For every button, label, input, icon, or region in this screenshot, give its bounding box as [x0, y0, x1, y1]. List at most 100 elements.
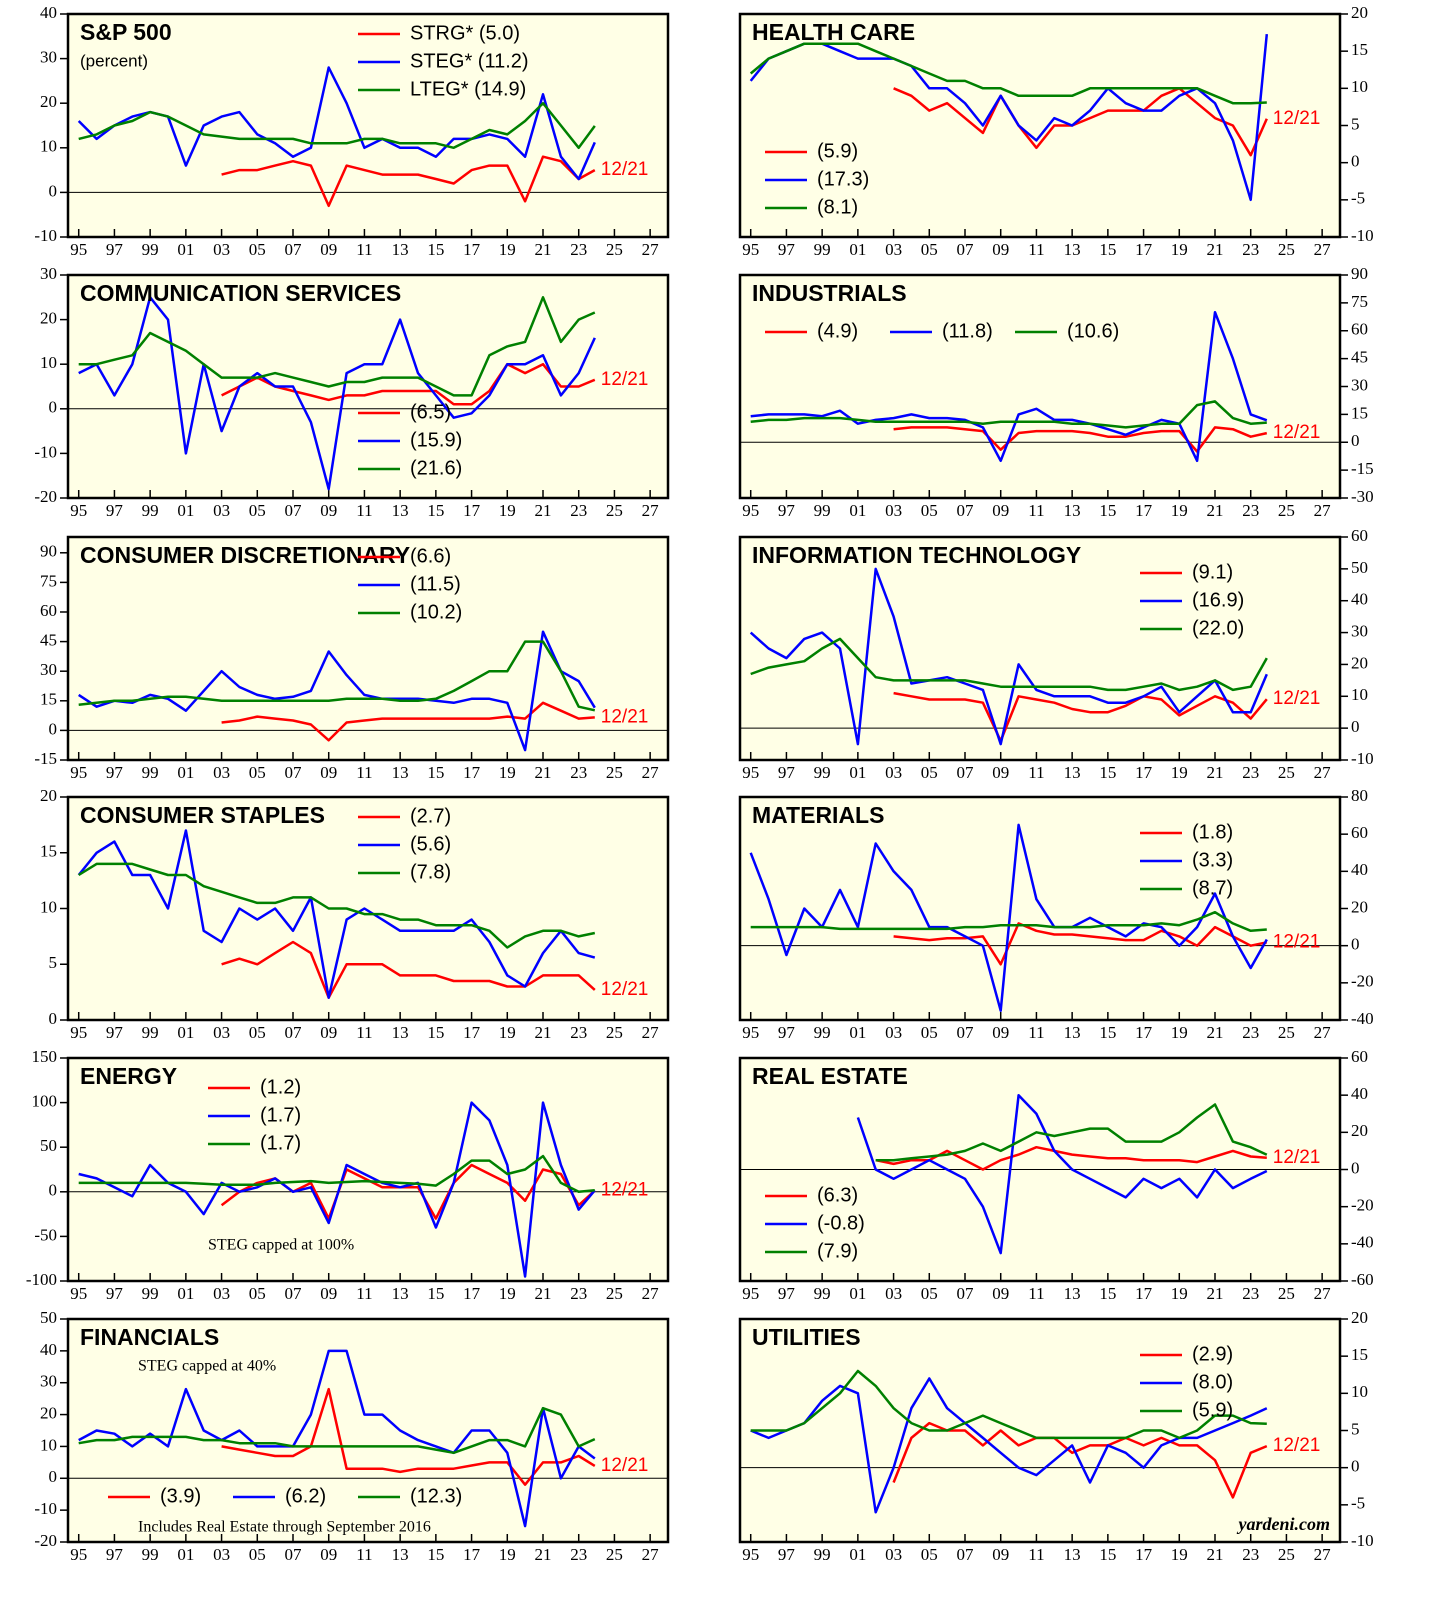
y-tick-label: -20 [1351, 972, 1374, 991]
x-tick-label: 27 [1314, 240, 1332, 259]
chart-title: MATERIALS [752, 802, 884, 828]
chart-title: COMMUNICATION SERVICES [80, 280, 401, 306]
x-tick-label: 23 [570, 763, 587, 782]
x-tick-label: 23 [1242, 1023, 1259, 1042]
x-tick-label: 99 [814, 1545, 831, 1564]
x-tick-label: 11 [356, 1023, 372, 1042]
legend-label: (17.3) [817, 168, 869, 190]
legend-label: (-0.8) [817, 1212, 865, 1234]
x-tick-label: 21 [535, 763, 552, 782]
chart-title: ENERGY [80, 1063, 177, 1089]
x-tick-label: 99 [142, 501, 159, 520]
legend-label: (1.7) [260, 1132, 301, 1154]
x-tick-label: 23 [570, 240, 587, 259]
plot-frame [738, 273, 1342, 500]
x-tick-label: 09 [320, 763, 337, 782]
series-line [749, 33, 1269, 202]
legend-label: (11.5) [410, 573, 461, 595]
y-tick-label: -10 [34, 226, 57, 245]
y-tick-label: 60 [1351, 1047, 1368, 1066]
series-line [78, 101, 596, 150]
chart-title: CONSUMER STAPLES [80, 802, 325, 828]
series-line [78, 640, 596, 712]
legend-label: (22.0) [1192, 617, 1244, 639]
y-tick-label: -20 [34, 487, 57, 506]
y-tick-label: -20 [1351, 1196, 1374, 1215]
y-tick-label: 60 [1351, 526, 1368, 545]
x-tick-label: 27 [642, 1023, 660, 1042]
annotation: 12/21 [601, 979, 649, 1000]
series-line [78, 1154, 595, 1194]
y-tick-label: 40 [40, 1340, 57, 1359]
plot-frame [66, 1056, 670, 1283]
x-tick-label: 99 [142, 1023, 159, 1042]
x-tick-label: 21 [1207, 1545, 1224, 1564]
series-line [750, 400, 1267, 429]
x-tick-label: 17 [1135, 1284, 1153, 1303]
y-tick-label: 15 [40, 690, 57, 709]
series-line [893, 426, 1268, 453]
series-line [856, 1093, 1268, 1255]
x-tick-label: 13 [392, 240, 409, 259]
x-tick-label: 95 [742, 1023, 759, 1042]
x-tick-label: 27 [1314, 1023, 1332, 1042]
x-tick-label: 09 [320, 501, 337, 520]
y-tick-label: -10 [1351, 1531, 1374, 1550]
x-tick-label: 99 [814, 1023, 831, 1042]
x-tick-label: 03 [213, 501, 230, 520]
x-tick-label: 25 [606, 763, 623, 782]
x-tick-label: 01 [177, 1545, 194, 1564]
y-tick-label: 0 [49, 1009, 58, 1028]
y-tick-label: 20 [40, 786, 57, 805]
chart-title: CONSUMER DISCRETIONARY [80, 542, 410, 568]
y-tick-label: 80 [1351, 786, 1368, 805]
plot-area [68, 797, 668, 1020]
x-tick-label: 97 [106, 1023, 124, 1042]
x-tick-label: 17 [1135, 501, 1153, 520]
y-tick-label: 0 [1351, 152, 1360, 171]
x-tick-label: 09 [992, 1284, 1009, 1303]
x-tick-label: 15 [1099, 1284, 1116, 1303]
y-tick-label: 30 [1351, 621, 1368, 640]
series-line [78, 1101, 596, 1278]
x-tick-label: 23 [570, 1284, 587, 1303]
x-tick-label: 07 [957, 1284, 975, 1303]
x-tick-label: 01 [849, 1023, 866, 1042]
chart-title: S&P 500 [80, 19, 172, 45]
x-tick-label: 17 [463, 1545, 481, 1564]
x-tick-label: 13 [1064, 1284, 1081, 1303]
y-tick-label: 0 [1351, 431, 1360, 450]
plot-area [740, 537, 1340, 760]
x-tick-label: 23 [570, 501, 587, 520]
x-tick-label: 15 [1099, 1023, 1116, 1042]
y-tick-label: 40 [1351, 860, 1368, 879]
x-tick-label: 01 [849, 501, 866, 520]
legend-label: (10.6) [1067, 320, 1119, 342]
legend-label: (10.2) [410, 601, 462, 623]
legend-label: (6.5) [410, 401, 451, 423]
y-tick-label: 5 [49, 953, 58, 972]
x-tick-label: 25 [606, 240, 623, 259]
legend-label: (1.2) [260, 1076, 301, 1098]
x-tick-label: 21 [535, 1284, 552, 1303]
y-tick-label: 15 [1351, 40, 1368, 59]
y-tick-label: 0 [49, 398, 58, 417]
x-tick-label: 09 [992, 763, 1009, 782]
y-tick-label: 40 [1351, 1084, 1368, 1103]
series-line [77, 829, 596, 999]
series-line [750, 910, 1267, 933]
y-tick-label: 30 [40, 660, 57, 679]
annotation: 12/21 [601, 1455, 649, 1476]
x-tick-label: 05 [249, 240, 266, 259]
x-tick-label: 07 [285, 1284, 303, 1303]
y-tick-label: 45 [1351, 348, 1368, 367]
x-tick-label: 05 [921, 1545, 938, 1564]
plot-area [68, 537, 668, 760]
x-tick-label: 23 [570, 1023, 587, 1042]
y-tick-label: 30 [40, 264, 57, 283]
plot-area [68, 1319, 668, 1542]
x-tick-label: 99 [814, 240, 831, 259]
series-line [893, 922, 1268, 966]
y-tick-label: 0 [49, 1181, 58, 1200]
x-tick-label: 99 [142, 1545, 159, 1564]
